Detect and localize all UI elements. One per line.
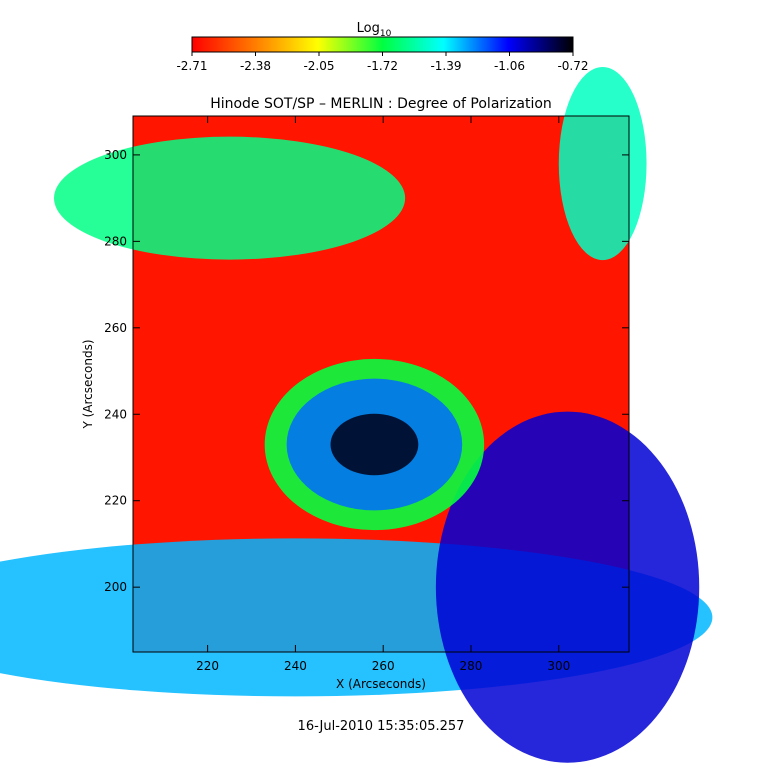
heatmap-feature-sunspot-umbra <box>330 413 419 476</box>
heatmap-feature-network-lane-upper-left <box>53 136 406 260</box>
x-tick-label: 220 <box>196 659 219 673</box>
colorbar-tick-label: -2.71 <box>176 59 207 73</box>
colorbar-label-main: Log <box>357 21 380 36</box>
colorbar-tick-label: -0.72 <box>557 59 588 73</box>
x-tick-label: 240 <box>284 659 307 673</box>
colorbar-gradient <box>191 36 574 53</box>
y-tick-label: 220 <box>104 494 127 508</box>
y-tick-label: 200 <box>104 580 127 594</box>
x-axis-ticks: 220 240 260 280 300 <box>196 116 570 673</box>
y-axis-label: Y (Arcseconds) <box>81 339 95 429</box>
colorbar-tick-label: -1.72 <box>367 59 398 73</box>
x-axis-label: X (Arcseconds) <box>336 677 426 691</box>
colorbar-label-subscript: 10 <box>380 29 392 39</box>
x-tick-label: 300 <box>547 659 570 673</box>
heatmap-features <box>0 66 713 763</box>
colorbar-label: Log10 <box>357 21 392 39</box>
y-axis-ticks: 200 220 240 260 280 300 <box>104 148 629 594</box>
colorbar-tick-label: -2.05 <box>303 59 334 73</box>
colorbar-tick-label: -2.38 <box>240 59 271 73</box>
colorbar-ticks: -2.71 -2.38 -2.05 -1.72 -1.39 -1.06 -0.72 <box>176 52 589 73</box>
chart-title: Hinode SOT/SP – MERLIN : Degree of Polar… <box>210 96 552 112</box>
y-tick-label: 300 <box>104 148 127 162</box>
plot-frame <box>132 115 630 653</box>
y-tick-label: 260 <box>104 321 127 335</box>
colorbar-tick-label: -1.06 <box>494 59 525 73</box>
x-tick-label: 260 <box>372 659 395 673</box>
plot-area: 220 240 260 280 300 200 220 240 260 280 300 <box>0 66 713 763</box>
colorbar: Log10 -2.71 -2.38 -2.05 -1.72 -1.39 -1.06 -0.7… <box>176 21 588 73</box>
timestamp-text: 16-Jul-2010 15:35:05.257 <box>298 719 465 734</box>
colorbar-tick-label: -1.39 <box>430 59 461 73</box>
x-tick-label: 280 <box>460 659 483 673</box>
heatmap-feature-network-patch-upper-right <box>558 66 647 261</box>
y-tick-label: 240 <box>104 407 127 421</box>
heatmap-feature-network-patch-lower-right <box>435 411 700 763</box>
y-tick-label: 280 <box>104 234 127 248</box>
